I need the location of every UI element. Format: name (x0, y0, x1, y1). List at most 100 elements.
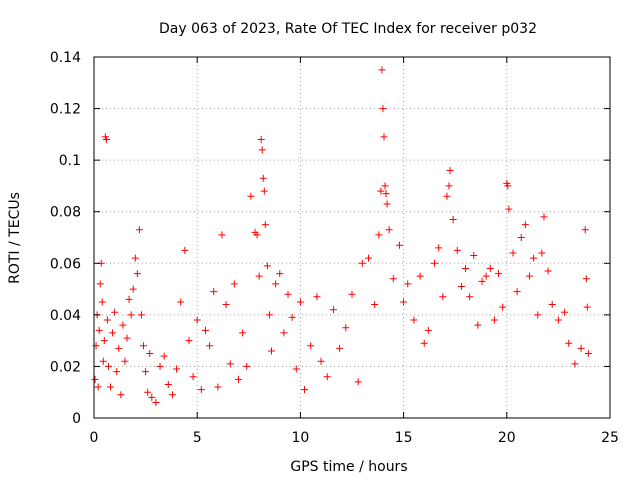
data-point (94, 383, 102, 391)
data-point (431, 259, 439, 267)
data-point (540, 213, 548, 221)
x-tick-label: 25 (601, 430, 619, 446)
data-point (99, 357, 107, 365)
data-point (313, 293, 321, 301)
data-point (206, 342, 214, 350)
plot-frame (93, 56, 611, 419)
data-point (247, 192, 255, 200)
data-point (288, 313, 296, 321)
chart-title: Day 063 of 2023, Rate Of TEC Index for r… (159, 21, 537, 37)
data-point (243, 362, 251, 370)
data-point (127, 311, 135, 319)
data-point (380, 133, 388, 141)
data-point (239, 329, 247, 337)
y-tick-label: 0.1 (59, 153, 81, 169)
data-point (115, 344, 123, 352)
data-point (222, 301, 230, 309)
data-point (404, 280, 412, 288)
data-point (382, 190, 390, 198)
data-point (499, 303, 507, 311)
data-point (102, 136, 110, 144)
data-point (457, 282, 465, 290)
data-points (91, 66, 592, 407)
data-point (577, 344, 585, 352)
data-point (284, 290, 292, 298)
data-point (443, 192, 451, 200)
data-point (565, 339, 573, 347)
data-point (517, 234, 525, 241)
data-point (109, 329, 117, 337)
data-point (424, 326, 432, 334)
data-point (378, 66, 386, 74)
x-tick-label: 10 (291, 430, 309, 446)
data-point (383, 200, 391, 208)
data-point (449, 215, 457, 223)
grid (94, 57, 610, 418)
ticks: 0 5 10 15 20 25 0 0.02 0.04 0.06 0.08 0.1 0.12 0.14 (50, 50, 619, 446)
x-axis-label: GPS time / hours (290, 459, 407, 475)
data-point (135, 226, 143, 234)
data-point (495, 270, 503, 278)
data-point (133, 270, 141, 278)
data-point (389, 275, 397, 283)
data-point (439, 293, 447, 301)
data-point (486, 264, 494, 272)
y-tick-label: 0.06 (50, 256, 81, 272)
data-point (131, 254, 139, 262)
data-point (259, 174, 267, 182)
data-point (148, 393, 156, 401)
data-point (381, 182, 389, 190)
data-point (474, 321, 482, 329)
data-point (301, 386, 309, 394)
data-point (280, 329, 288, 337)
data-point (156, 362, 164, 370)
data-point (123, 334, 131, 342)
data-point (253, 231, 261, 239)
y-tick-label: 0.14 (50, 50, 81, 66)
data-point (152, 399, 160, 407)
data-point (526, 272, 534, 280)
x-tick-label: 0 (90, 430, 99, 446)
data-point (95, 326, 103, 334)
data-point (416, 272, 424, 280)
data-point (348, 290, 356, 298)
data-point (561, 308, 569, 316)
data-point (234, 375, 242, 383)
data-point (177, 298, 185, 306)
data-point (117, 391, 125, 399)
data-point (255, 272, 263, 280)
x-tick-label: 15 (395, 430, 413, 446)
data-point (375, 231, 383, 239)
data-point (142, 368, 150, 376)
data-point (185, 337, 193, 345)
data-point (96, 280, 104, 288)
data-point (104, 362, 112, 370)
data-point (307, 342, 315, 350)
data-point (462, 264, 470, 272)
data-point (582, 275, 590, 283)
data-point (276, 270, 284, 278)
y-tick-label: 0.12 (50, 102, 81, 118)
data-point (354, 378, 362, 386)
data-point (119, 321, 127, 329)
data-point (125, 295, 133, 303)
data-point (329, 306, 337, 314)
data-point (466, 293, 474, 301)
data-point (317, 357, 325, 365)
data-point (121, 357, 129, 365)
data-point (470, 252, 478, 260)
data-point (584, 350, 592, 358)
data-point (160, 352, 168, 360)
data-point (137, 311, 145, 319)
data-point (100, 337, 108, 345)
data-point (197, 386, 205, 394)
data-point (453, 246, 461, 254)
data-point (435, 244, 443, 252)
data-point (260, 187, 268, 195)
data-point (554, 316, 562, 324)
data-point (395, 241, 403, 249)
data-point (521, 221, 529, 229)
data-point (268, 347, 276, 355)
data-point (265, 311, 273, 319)
